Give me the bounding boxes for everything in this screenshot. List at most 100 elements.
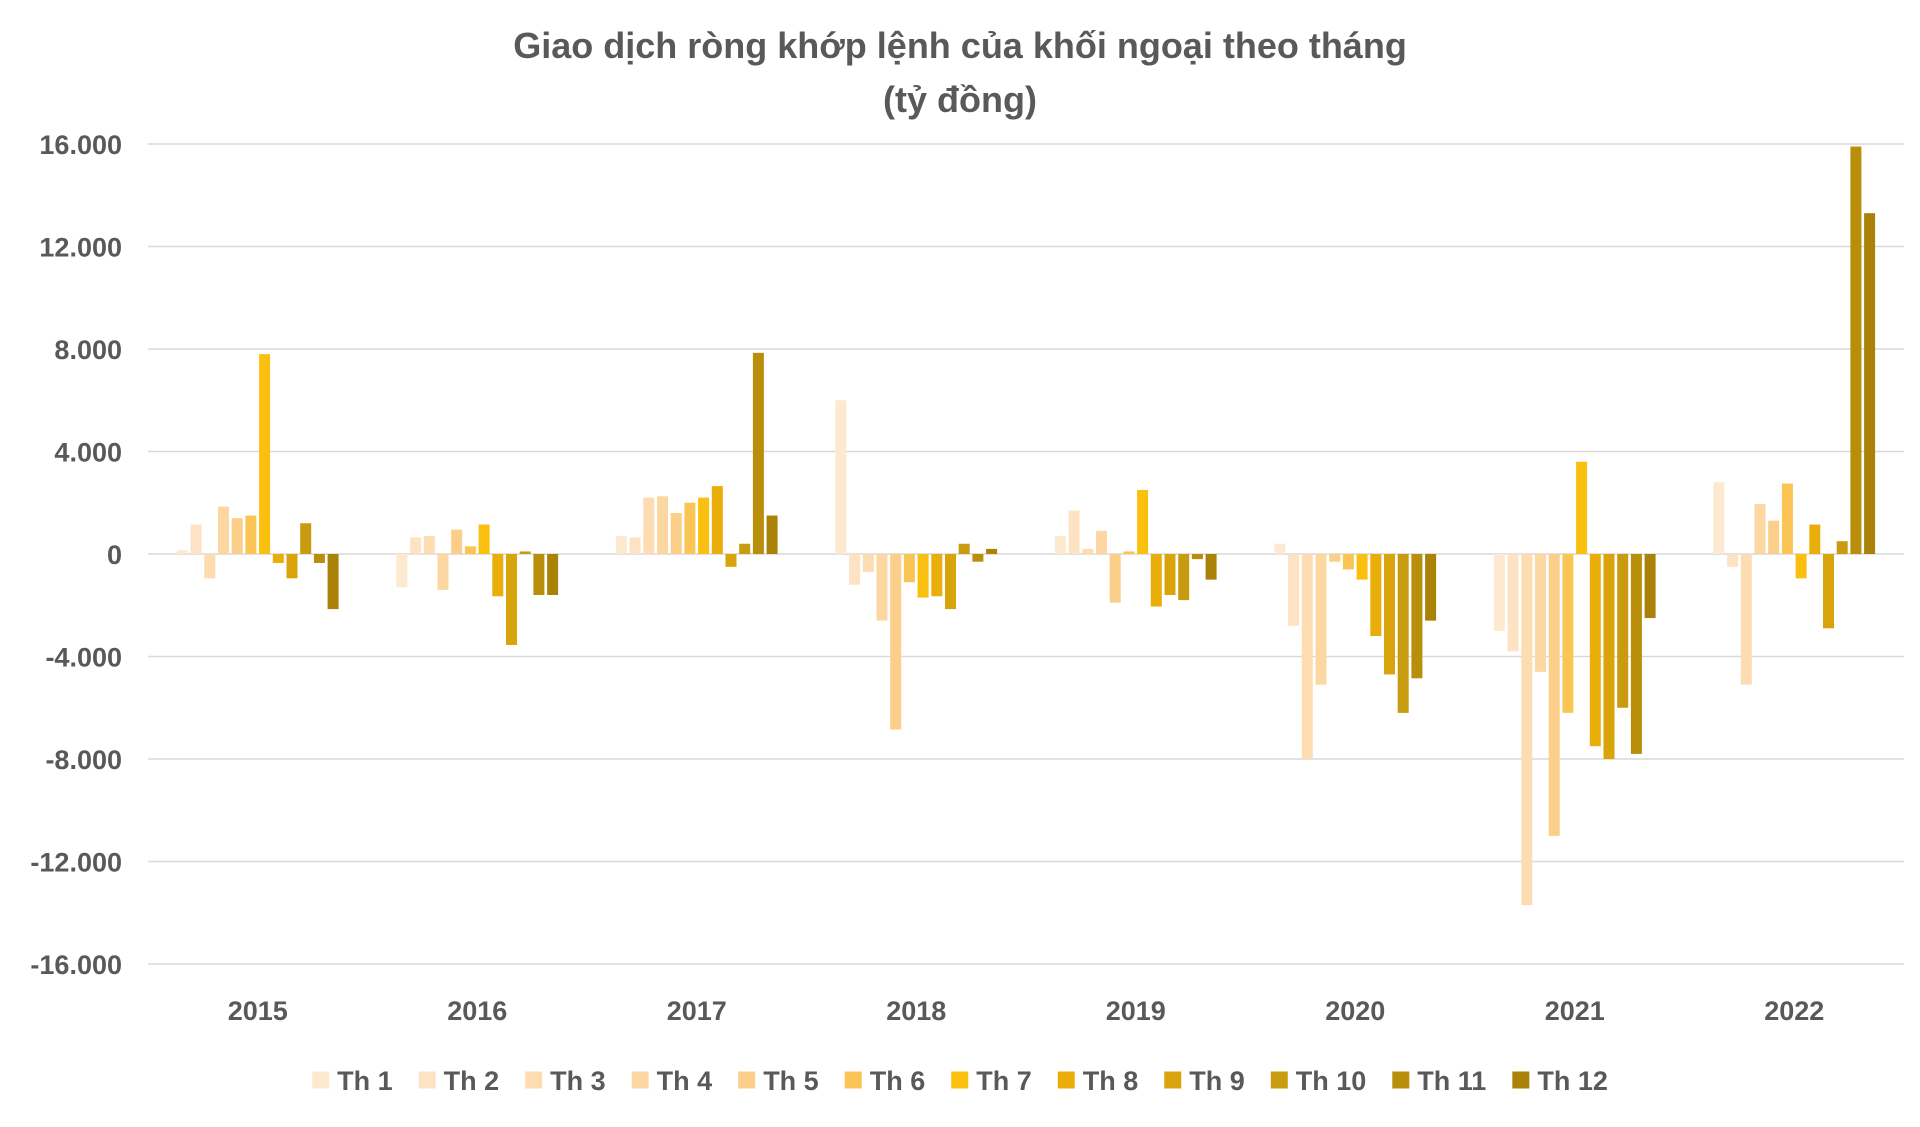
bar <box>1836 541 1848 554</box>
legend-item: Th 6 <box>844 1066 926 1096</box>
legend-item: Th 7 <box>951 1066 1032 1096</box>
bar <box>958 543 970 554</box>
bar <box>533 554 545 595</box>
x-tick-label: 2016 <box>447 996 507 1026</box>
legend-label: Th 7 <box>976 1066 1032 1096</box>
legend-swatch <box>1392 1071 1410 1089</box>
bar <box>1850 146 1862 554</box>
bar <box>1150 554 1162 607</box>
x-tick-label: 2017 <box>667 996 727 1026</box>
bar <box>1288 554 1300 626</box>
bar <box>1809 524 1821 554</box>
bar <box>670 513 682 554</box>
bar <box>437 554 449 590</box>
legend-item: Th 11 <box>1392 1066 1486 1096</box>
bar <box>1644 554 1656 619</box>
legend-item: Th 9 <box>1164 1066 1245 1096</box>
legend-swatch <box>312 1071 330 1089</box>
bar <box>1535 554 1546 672</box>
x-tick-label: 2019 <box>1106 996 1166 1026</box>
bar <box>615 536 627 554</box>
bar <box>1370 554 1382 636</box>
bar <box>396 554 408 588</box>
bar <box>725 554 737 567</box>
bar <box>684 502 696 554</box>
bar <box>1315 554 1327 685</box>
x-tick-label: 2018 <box>886 996 946 1026</box>
legend-swatch <box>631 1071 649 1089</box>
bar <box>286 554 298 579</box>
legend-swatch <box>418 1071 436 1089</box>
bar <box>1068 510 1080 554</box>
bar <box>1507 554 1519 652</box>
bar <box>1727 554 1739 567</box>
legend-swatch <box>1057 1071 1075 1089</box>
bar <box>1521 554 1533 906</box>
bar <box>547 554 559 595</box>
bar <box>1397 554 1409 713</box>
legend-swatch <box>844 1071 862 1089</box>
bar <box>245 515 257 554</box>
y-tick-label: -4.000 <box>45 643 122 673</box>
bar <box>1082 548 1094 555</box>
bar <box>492 554 504 597</box>
bar <box>643 497 655 555</box>
bar <box>1754 504 1766 554</box>
y-tick-label: 4.000 <box>54 438 122 468</box>
bar <box>1384 554 1395 675</box>
bar <box>1589 554 1601 747</box>
bar <box>410 537 422 554</box>
bar <box>327 554 339 610</box>
bar <box>986 548 998 555</box>
bar <box>1178 554 1190 601</box>
legend-label: Th 11 <box>1417 1066 1486 1096</box>
legend-label: Th 6 <box>870 1066 926 1096</box>
x-tick-label: 2022 <box>1764 996 1824 1026</box>
bar <box>1329 554 1341 562</box>
bar <box>1768 520 1780 554</box>
bar <box>272 554 284 563</box>
bars <box>176 146 1876 906</box>
bar <box>1205 554 1217 580</box>
legend-item: Th 2 <box>418 1066 499 1096</box>
bar <box>1713 482 1725 554</box>
bar <box>917 554 929 598</box>
legend-item: Th 4 <box>631 1066 712 1096</box>
bar <box>218 506 229 554</box>
bar <box>1164 554 1176 595</box>
chart-title: Giao dịch ròng khớp lệnh của khối ngoại … <box>513 25 1407 66</box>
bar <box>876 554 888 621</box>
legend-label: Th 9 <box>1189 1066 1245 1096</box>
bar <box>890 554 902 730</box>
bar <box>1617 554 1629 708</box>
bar <box>423 536 435 554</box>
y-axis: 16.000 12.000 8.000 4.000 0 -4.000 -8.000 -12.0… <box>30 130 122 980</box>
y-tick-label: 0 <box>107 540 122 570</box>
bar <box>204 554 216 579</box>
legend-item: Th 3 <box>525 1066 606 1096</box>
x-axis: 2015 2016 2017 2018 2019 2020 2021 2022 <box>228 996 1825 1026</box>
y-tick-label: -16.000 <box>30 950 122 980</box>
bar <box>1411 554 1423 679</box>
legend-label: Th 1 <box>337 1066 393 1096</box>
bar <box>190 524 202 554</box>
bar <box>451 529 463 554</box>
y-tick-label: -12.000 <box>30 848 122 878</box>
legend-swatch <box>951 1071 969 1089</box>
legend-label: Th 5 <box>763 1066 819 1096</box>
legend-label: Th 12 <box>1537 1066 1608 1096</box>
legend-swatch <box>1270 1071 1288 1089</box>
x-tick-label: 2020 <box>1325 996 1385 1026</box>
bar <box>259 354 271 555</box>
x-tick-label: 2021 <box>1545 996 1605 1026</box>
bar <box>1781 483 1793 554</box>
bar <box>1630 554 1642 754</box>
bar <box>972 554 984 562</box>
bar <box>1356 554 1368 580</box>
bar <box>1054 536 1066 554</box>
bar <box>849 554 861 585</box>
legend-label: Th 8 <box>1083 1066 1139 1096</box>
legend-label: Th 3 <box>550 1066 606 1096</box>
bar <box>300 523 312 554</box>
